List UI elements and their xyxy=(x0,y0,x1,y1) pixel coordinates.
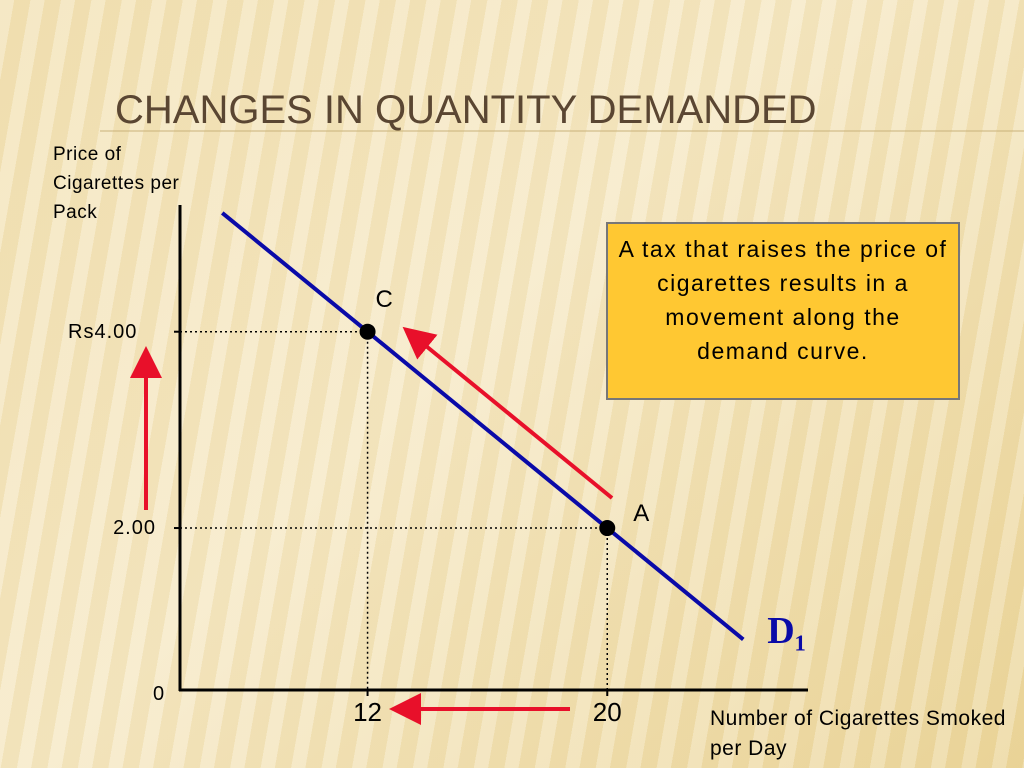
title: CHANGES IN QUANTITY DEMANDED xyxy=(115,88,817,132)
x-axis-label: Number of Cigarettes Smoked per Day xyxy=(710,707,1006,760)
point-label: C xyxy=(375,285,394,313)
y-axis-label: Price of Cigarettes per Pack xyxy=(53,144,180,223)
movement-arrow xyxy=(402,326,614,500)
point-label: A xyxy=(633,500,651,528)
y-tick-label: 2.00 xyxy=(113,517,156,540)
point xyxy=(359,323,376,340)
point xyxy=(599,520,616,537)
x-tick-label: 20 xyxy=(592,697,622,727)
demand-line xyxy=(220,211,745,641)
origin-label: 0 xyxy=(153,683,166,705)
series-label: D₁ xyxy=(767,610,807,653)
annotation-box: A tax that raises the price of cigarette… xyxy=(606,222,960,400)
y-tick-label: Rs4.00 xyxy=(68,320,138,343)
x-tick-label: 12 xyxy=(353,697,382,727)
